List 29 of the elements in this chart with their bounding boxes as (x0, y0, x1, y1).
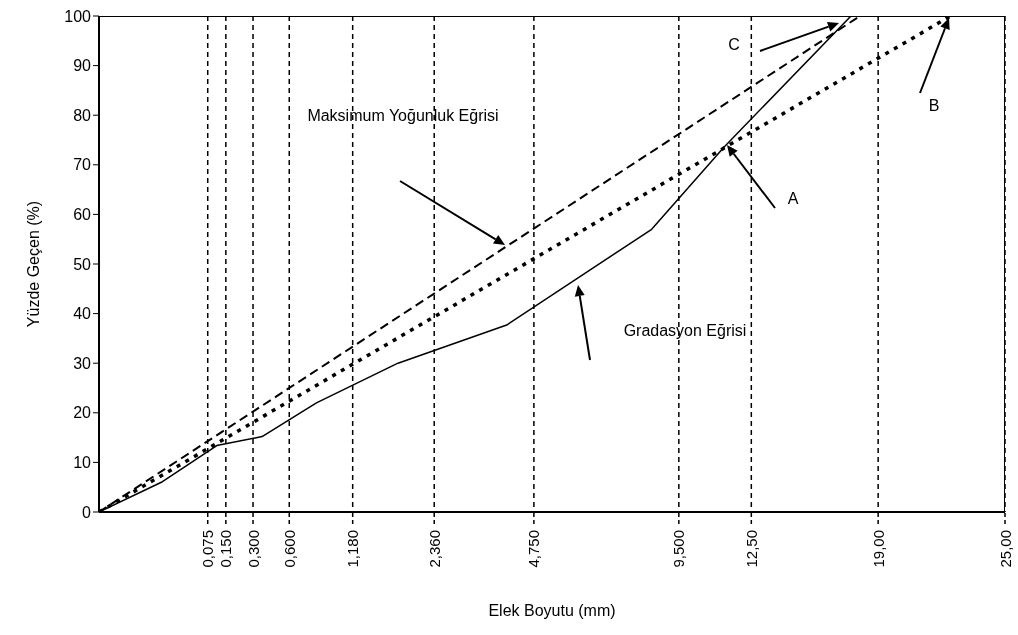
x-tick-label: 0,075 (199, 530, 217, 568)
annotation: C (728, 35, 740, 53)
y-tick-label: 10 (73, 454, 92, 472)
y-tick-label: 70 (73, 156, 92, 174)
x-axis-title: Elek Boyutu (mm) (488, 602, 616, 619)
x-tick-label: 0,300 (244, 530, 262, 568)
annotation: A (787, 189, 799, 207)
x-tick-label: 1,180 (344, 530, 362, 568)
y-tick-label: 90 (73, 57, 92, 75)
y-tick-label: 30 (73, 354, 92, 372)
annotation: B (928, 96, 940, 114)
x-tick-label: 12,50 (742, 530, 760, 568)
y-tick-label: 60 (73, 206, 92, 224)
x-tick-label: 0,150 (217, 530, 235, 568)
y-tick-label: 80 (73, 106, 92, 124)
x-tick-label: 9,500 (670, 530, 688, 568)
y-tick-label: 20 (73, 404, 92, 422)
y-tick-label: 50 (73, 255, 92, 273)
y-axis-title: Yüzde Geçen (%) (24, 200, 42, 328)
x-tick-label: 0,600 (280, 530, 298, 568)
y-tick-label: 0 (82, 503, 92, 521)
annotation: Maksimum Yoğunluk Eğrisi (307, 106, 499, 124)
annotation: Gradasyon Eğrisi (623, 321, 747, 339)
x-tick-label: 4,750 (525, 530, 543, 568)
y-tick-label: 40 (73, 305, 92, 323)
x-tick-label: 2,360 (425, 530, 443, 568)
x-tick-label: 25,00 (996, 530, 1014, 568)
y-tick-label: 100 (64, 7, 92, 25)
x-tick-label: 19,00 (869, 530, 887, 568)
